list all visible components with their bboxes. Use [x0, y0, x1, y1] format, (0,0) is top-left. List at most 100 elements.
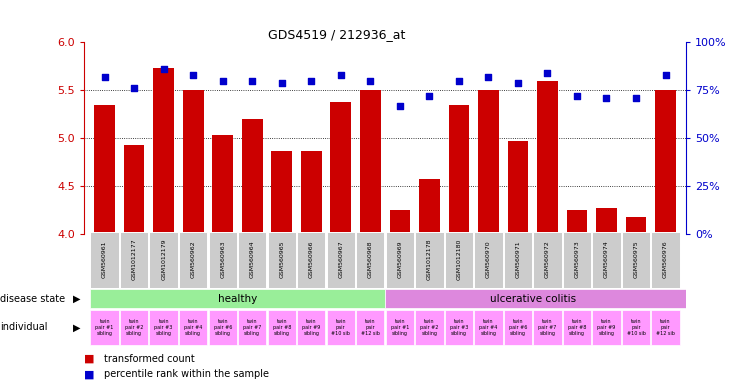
FancyBboxPatch shape — [238, 310, 266, 345]
FancyBboxPatch shape — [179, 310, 207, 345]
FancyBboxPatch shape — [651, 310, 680, 345]
Text: twin
pair
#10 sib: twin pair #10 sib — [331, 319, 350, 336]
FancyBboxPatch shape — [91, 310, 119, 345]
FancyBboxPatch shape — [385, 310, 414, 345]
FancyBboxPatch shape — [622, 310, 650, 345]
Point — [423, 93, 435, 99]
Text: twin
pair #1
sibling: twin pair #1 sibling — [96, 319, 114, 336]
FancyBboxPatch shape — [179, 232, 207, 288]
Text: GSM560974: GSM560974 — [604, 240, 609, 278]
Text: GSM560975: GSM560975 — [634, 240, 639, 278]
Text: twin
pair #3
sibling: twin pair #3 sibling — [450, 319, 468, 336]
Text: ■: ■ — [84, 369, 94, 379]
Text: GSM560976: GSM560976 — [663, 240, 668, 278]
Text: twin
pair #9
sibling: twin pair #9 sibling — [597, 319, 615, 336]
FancyBboxPatch shape — [297, 310, 326, 345]
Point — [305, 78, 317, 84]
FancyBboxPatch shape — [592, 310, 620, 345]
Bar — [301, 151, 322, 234]
Point — [571, 93, 583, 99]
Text: GSM1012178: GSM1012178 — [427, 238, 432, 280]
FancyBboxPatch shape — [326, 310, 355, 345]
Bar — [272, 151, 292, 234]
Point — [512, 79, 523, 86]
FancyBboxPatch shape — [415, 232, 444, 288]
Text: twin
pair #4
sibling: twin pair #4 sibling — [184, 319, 202, 336]
Text: percentile rank within the sample: percentile rank within the sample — [104, 369, 269, 379]
FancyBboxPatch shape — [150, 310, 178, 345]
Text: twin
pair #8
sibling: twin pair #8 sibling — [272, 319, 291, 336]
Text: twin
pair
#12 sib: twin pair #12 sib — [361, 319, 380, 336]
Text: GSM560961: GSM560961 — [102, 240, 107, 278]
Text: twin
pair #3
sibling: twin pair #3 sibling — [155, 319, 173, 336]
Bar — [448, 105, 469, 234]
Text: GSM560964: GSM560964 — [250, 240, 255, 278]
Point — [158, 66, 169, 72]
Text: ▶: ▶ — [73, 322, 80, 333]
Bar — [331, 102, 351, 234]
FancyBboxPatch shape — [356, 310, 385, 345]
Point — [188, 72, 199, 78]
Text: twin
pair #6
sibling: twin pair #6 sibling — [509, 319, 527, 336]
Point — [660, 72, 672, 78]
Text: GSM560971: GSM560971 — [515, 240, 520, 278]
Title: GDS4519 / 212936_at: GDS4519 / 212936_at — [268, 28, 406, 41]
Bar — [419, 179, 439, 234]
Point — [542, 70, 553, 76]
Point — [99, 74, 110, 80]
Bar — [124, 145, 145, 234]
Text: GSM560965: GSM560965 — [280, 240, 284, 278]
Bar — [478, 90, 499, 234]
FancyBboxPatch shape — [534, 310, 561, 345]
FancyBboxPatch shape — [563, 310, 591, 345]
Text: twin
pair #4
sibling: twin pair #4 sibling — [479, 319, 498, 336]
FancyBboxPatch shape — [268, 232, 296, 288]
Text: ■: ■ — [84, 354, 94, 364]
Text: GSM560966: GSM560966 — [309, 240, 314, 278]
Bar — [242, 119, 263, 234]
Point — [247, 78, 258, 84]
Bar — [153, 68, 174, 234]
Point — [601, 95, 612, 101]
Text: GSM1012180: GSM1012180 — [456, 238, 461, 280]
Bar — [656, 90, 676, 234]
Point — [128, 85, 140, 91]
FancyBboxPatch shape — [385, 232, 414, 288]
Text: GSM560967: GSM560967 — [338, 240, 343, 278]
FancyBboxPatch shape — [297, 232, 326, 288]
Bar — [360, 90, 380, 234]
FancyBboxPatch shape — [91, 232, 119, 288]
FancyBboxPatch shape — [474, 310, 502, 345]
Text: GSM560970: GSM560970 — [486, 240, 491, 278]
Bar — [182, 90, 204, 234]
Text: GSM560969: GSM560969 — [397, 240, 402, 278]
Point — [364, 78, 376, 84]
FancyBboxPatch shape — [120, 232, 148, 288]
Text: twin
pair #1
sibling: twin pair #1 sibling — [391, 319, 409, 336]
Point — [483, 74, 494, 80]
Bar — [212, 136, 233, 234]
FancyBboxPatch shape — [592, 232, 620, 288]
Bar — [94, 105, 115, 234]
Text: twin
pair
#12 sib: twin pair #12 sib — [656, 319, 675, 336]
Text: GSM560973: GSM560973 — [575, 240, 580, 278]
FancyBboxPatch shape — [651, 232, 680, 288]
Text: twin
pair #9
sibling: twin pair #9 sibling — [302, 319, 320, 336]
Bar — [566, 210, 588, 234]
FancyBboxPatch shape — [209, 232, 237, 288]
Point — [630, 95, 642, 101]
FancyBboxPatch shape — [563, 232, 591, 288]
FancyBboxPatch shape — [622, 232, 650, 288]
Point — [217, 78, 228, 84]
Point — [276, 79, 288, 86]
Bar — [626, 217, 646, 234]
Text: twin
pair #6
sibling: twin pair #6 sibling — [213, 319, 232, 336]
FancyBboxPatch shape — [445, 310, 473, 345]
Text: twin
pair #2
sibling: twin pair #2 sibling — [125, 319, 143, 336]
Text: individual: individual — [0, 322, 47, 333]
FancyBboxPatch shape — [120, 310, 148, 345]
Bar — [596, 209, 617, 234]
Text: healthy: healthy — [218, 293, 257, 304]
Point — [453, 78, 465, 84]
FancyBboxPatch shape — [150, 232, 178, 288]
